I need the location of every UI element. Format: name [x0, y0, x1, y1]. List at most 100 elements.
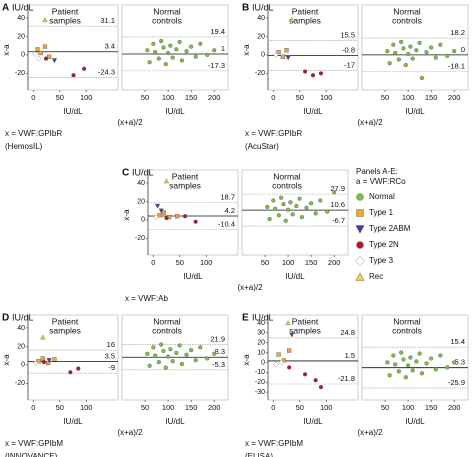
marker — [290, 212, 295, 217]
line-label: 15.5 — [340, 31, 355, 40]
marker — [159, 342, 164, 347]
marker — [313, 211, 318, 216]
note: (INNOVANCE) — [5, 452, 58, 457]
y-tick-label: -20 — [135, 235, 145, 242]
y-label: x-a — [122, 209, 131, 221]
line-label: 16 — [107, 340, 115, 349]
legend-marker — [355, 225, 365, 234]
marker — [182, 214, 188, 219]
y-label: x-a — [242, 354, 251, 366]
marker — [285, 320, 291, 326]
x-tick-label: 0 — [271, 93, 275, 102]
plot-frame — [241, 169, 349, 256]
marker — [153, 353, 158, 358]
y-tick-label: -20 — [15, 70, 25, 77]
marker — [163, 365, 168, 370]
x-tick-label: 100 — [162, 93, 175, 102]
x-label: (x+a)/2 — [357, 428, 383, 437]
marker — [276, 213, 281, 218]
y-unit: IU/dL — [252, 312, 274, 322]
marker — [419, 371, 425, 376]
legend-label: Type 2ABM — [369, 224, 411, 233]
subplot-title: Normal — [393, 6, 421, 16]
legend-label: Type 2N — [369, 240, 399, 249]
x-tick-label: 0 — [31, 93, 35, 102]
subplot-title: samples — [289, 325, 321, 335]
marker — [445, 53, 450, 58]
marker — [393, 50, 398, 56]
line-label: -24.3 — [98, 67, 115, 76]
subplot-title: Normal — [153, 316, 181, 326]
marker — [47, 54, 52, 59]
legend-title: a = VWF:RCo — [356, 177, 406, 186]
marker — [283, 218, 288, 223]
marker — [174, 350, 179, 355]
subplot-title: controls — [272, 180, 302, 190]
y-label: x-a — [242, 44, 251, 56]
marker — [403, 62, 408, 68]
subplot-title: controls — [152, 15, 182, 25]
marker — [302, 372, 308, 377]
x-tick-label: 150 — [185, 93, 198, 102]
line-label: -5.3 — [452, 358, 465, 367]
legend-title: Panels A-E: — [356, 167, 398, 176]
note: x = VWF:GPIbR — [245, 129, 302, 138]
panel-letter: D — [2, 313, 9, 324]
marker — [193, 358, 198, 363]
marker — [267, 216, 272, 222]
marker — [419, 75, 425, 81]
x-tick-label: 50 — [381, 403, 389, 412]
x-tick-label: 150 — [425, 403, 438, 412]
marker — [318, 385, 324, 390]
y-label: x-a — [2, 354, 11, 366]
marker — [198, 41, 203, 46]
marker — [280, 54, 285, 59]
line-label: -10.4 — [218, 219, 235, 228]
y-tick-label: 40 — [17, 15, 25, 22]
line-label: 0 — [461, 45, 465, 54]
marker — [179, 58, 185, 63]
marker — [52, 357, 57, 362]
marker — [40, 356, 45, 361]
line-label: 18.7 — [220, 193, 235, 202]
marker — [310, 73, 316, 78]
line-label: -9 — [108, 363, 115, 372]
line-label: -17.3 — [208, 61, 225, 70]
x-label: (x+a)/2 — [357, 118, 383, 127]
marker — [273, 361, 279, 368]
marker — [385, 49, 390, 54]
x-tick-label: 0 — [31, 403, 35, 412]
marker — [387, 61, 392, 66]
marker — [165, 50, 171, 56]
x-tick-label: 100 — [402, 403, 415, 412]
subplot-title: Patient — [292, 316, 319, 326]
x-tick-label: 50 — [56, 403, 64, 412]
marker — [42, 44, 48, 49]
marker — [276, 50, 281, 55]
marker — [289, 332, 295, 338]
marker — [401, 46, 406, 51]
y-tick-label: 0 — [141, 217, 145, 224]
line-label: 8.3 — [215, 347, 225, 356]
y-tick-label: -10 — [255, 369, 265, 376]
y-unit: IU/dL — [12, 312, 34, 322]
marker — [156, 360, 161, 365]
x-tick-label: 200 — [328, 258, 341, 267]
marker — [193, 219, 198, 224]
line-label: -21.8 — [338, 374, 355, 383]
y-tick-label: -20 — [255, 379, 265, 386]
note: (HemosIL) — [5, 142, 43, 151]
marker — [278, 359, 284, 366]
y-tick-label: -30 — [255, 389, 265, 396]
marker — [385, 360, 390, 365]
y-tick-label: 0 — [261, 359, 265, 366]
x-unit: IU/dL — [165, 417, 185, 426]
legend-marker — [355, 272, 365, 281]
y-tick-label: 30 — [257, 330, 265, 337]
panel-letter: C — [122, 168, 129, 179]
marker — [424, 361, 429, 366]
marker — [325, 209, 330, 214]
marker — [165, 354, 171, 359]
subplot-title: Patient — [52, 6, 79, 16]
